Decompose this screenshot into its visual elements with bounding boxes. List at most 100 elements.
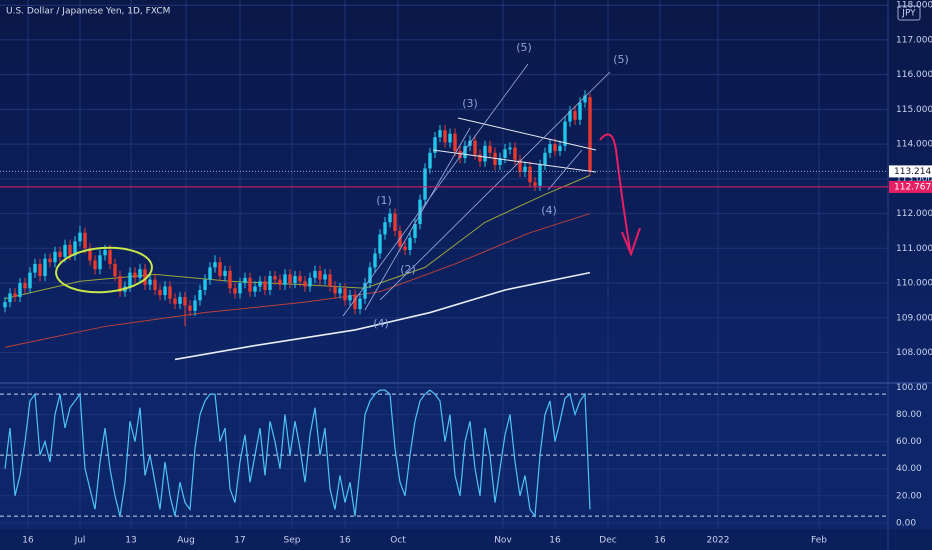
y-tick-label: 116.000 (896, 70, 932, 80)
candle-body (58, 251, 62, 257)
candle-body (528, 166, 532, 183)
oscillator-pane (0, 384, 932, 529)
candle-body (448, 133, 452, 143)
candle-body (523, 166, 527, 172)
x-tick-label: Jul (74, 536, 86, 546)
candle-body (543, 152, 547, 165)
candle-body (403, 246, 407, 251)
candle-body (433, 137, 437, 153)
candle-body (88, 248, 92, 261)
y-tick-label: 0.00 (896, 518, 916, 528)
candle-body (343, 288, 347, 301)
y-tick-label: 110.000 (896, 279, 932, 289)
x-tick-label: 16 (22, 536, 34, 546)
candle-body (128, 272, 132, 287)
wedge-line (432, 149, 597, 173)
last-price-label: 113.214 (894, 167, 931, 177)
candle-body (138, 269, 142, 278)
y-tick-label: 100.00 (896, 383, 928, 393)
candle-body (23, 283, 27, 289)
candle-body (193, 300, 197, 311)
moving-average (4, 213, 591, 348)
x-tick-label: Dec (599, 536, 616, 546)
candle-body (33, 263, 37, 273)
candle-body (243, 277, 247, 284)
candle-body (383, 222, 387, 235)
candle-body (388, 213, 392, 223)
candle-body (68, 244, 72, 256)
candle-body (413, 223, 417, 238)
level-label-box (889, 180, 932, 193)
candle-body (83, 232, 87, 249)
candle-body (358, 298, 362, 310)
x-tick-label: 16 (339, 536, 351, 546)
candle-body (13, 293, 17, 297)
y-tick-label: 117.000 (896, 35, 932, 45)
candle-body (3, 302, 7, 308)
candle-body (473, 140, 477, 155)
x-tick-label: 16 (654, 536, 666, 546)
candle-body (258, 281, 262, 287)
x-tick-label: 16 (549, 536, 561, 546)
candle-body (393, 213, 397, 231)
currency: JPY (901, 9, 916, 19)
x-tick-label: 13 (125, 536, 136, 546)
candle-body (168, 286, 172, 299)
wave-line (379, 71, 611, 301)
candle-body (328, 274, 332, 287)
candle-body (263, 281, 267, 290)
candle-body (18, 283, 22, 297)
candle-body (233, 288, 237, 294)
x-tick-label: 17 (234, 536, 245, 546)
candle-body (63, 244, 67, 257)
candle-body (518, 159, 522, 172)
candle-body (338, 288, 342, 294)
drawings (55, 63, 641, 317)
candle-body (348, 295, 352, 301)
candle-body (308, 277, 312, 287)
candle-body (408, 237, 412, 251)
wave-label: (3) (462, 97, 478, 110)
candle-body (48, 258, 52, 263)
candle-body (423, 168, 427, 200)
x-tick-label: Sep (284, 536, 301, 546)
y-tick-label: 20.00 (896, 491, 922, 501)
forecast-arrow (599, 133, 631, 251)
x-tick-label: 2022 (707, 536, 730, 546)
chart-title: U.S. Dollar / Japanese Yen, 1D, FXCM (6, 7, 170, 17)
candle-body (223, 270, 227, 277)
candle-body (8, 293, 12, 303)
candle-body (548, 144, 552, 153)
wave-label: (4) (541, 204, 557, 217)
candle-body (363, 283, 367, 299)
y-tick-label: 112.000 (896, 209, 932, 219)
candle-body (173, 298, 177, 304)
candle-body (428, 152, 432, 169)
time-axis (0, 529, 932, 550)
candle-body (108, 250, 112, 264)
candle-body (303, 281, 307, 287)
candle-body (498, 158, 502, 165)
candle-body (583, 95, 587, 103)
candle-body (38, 263, 42, 277)
x-tick-label: Feb (811, 536, 827, 546)
candle-body (178, 296, 182, 304)
candle-body (483, 145, 487, 162)
candle-body (298, 276, 302, 282)
candle-body (333, 286, 337, 294)
candle-body (53, 251, 57, 263)
candle-body (463, 145, 467, 159)
wave-label: (5) (613, 53, 629, 66)
wave-label: (1) (376, 194, 392, 207)
candle-body (538, 164, 542, 186)
wedge-line (457, 117, 597, 151)
candle-body (198, 289, 202, 301)
candle-body (323, 274, 327, 280)
candle-body (493, 152, 497, 165)
y-tick-label: 115.000 (896, 105, 932, 115)
candle-body (208, 267, 212, 280)
candle-body (268, 276, 272, 290)
candle-body (273, 276, 277, 280)
